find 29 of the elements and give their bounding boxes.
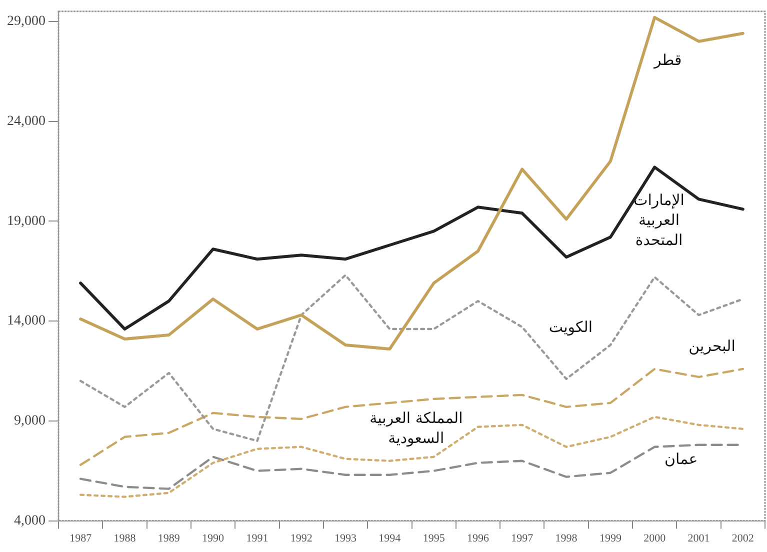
x-tick-label: 2000 <box>644 532 666 544</box>
y-tick-label: 14,000 <box>7 314 46 329</box>
y-tick-label: 29,000 <box>7 14 46 30</box>
x-tick-label: 1996 <box>466 532 490 544</box>
x-tick-label: 1999 <box>599 532 622 544</box>
x-tick-label: 1997 <box>511 532 534 544</box>
x-tick-label: 1992 <box>290 532 312 544</box>
x-tick-label: 1998 <box>555 532 578 544</box>
x-tick-label: 1995 <box>422 532 446 544</box>
series-label: قطر <box>652 51 682 70</box>
y-tick-label: 4,000 <box>14 513 46 528</box>
series-label: الكويت <box>548 318 593 336</box>
x-tick-label: 1991 <box>246 532 268 544</box>
x-tick-label: 2001 <box>688 532 710 544</box>
x-tick-label: 1989 <box>158 532 180 544</box>
y-tick-label: 19,000 <box>7 214 46 229</box>
x-tick-label: 1994 <box>378 532 402 544</box>
line-series <box>79 368 744 466</box>
series-label: البحرين <box>688 336 736 355</box>
x-tick-label: 1990 <box>202 532 225 544</box>
x-tick-label: 1993 <box>334 532 358 544</box>
series-label: الإمارات العربية المتحدة <box>634 191 684 250</box>
x-tick-label: 1988 <box>114 532 136 544</box>
x-tick-label: 2002 <box>732 532 754 544</box>
series-label: المملكة العربية السعودية <box>370 408 463 447</box>
y-tick-label: 24,000 <box>7 114 46 129</box>
series-label: عمان <box>664 450 698 468</box>
x-tick-label: 1987 <box>70 532 92 544</box>
y-tick-label: 9,000 <box>14 414 46 429</box>
